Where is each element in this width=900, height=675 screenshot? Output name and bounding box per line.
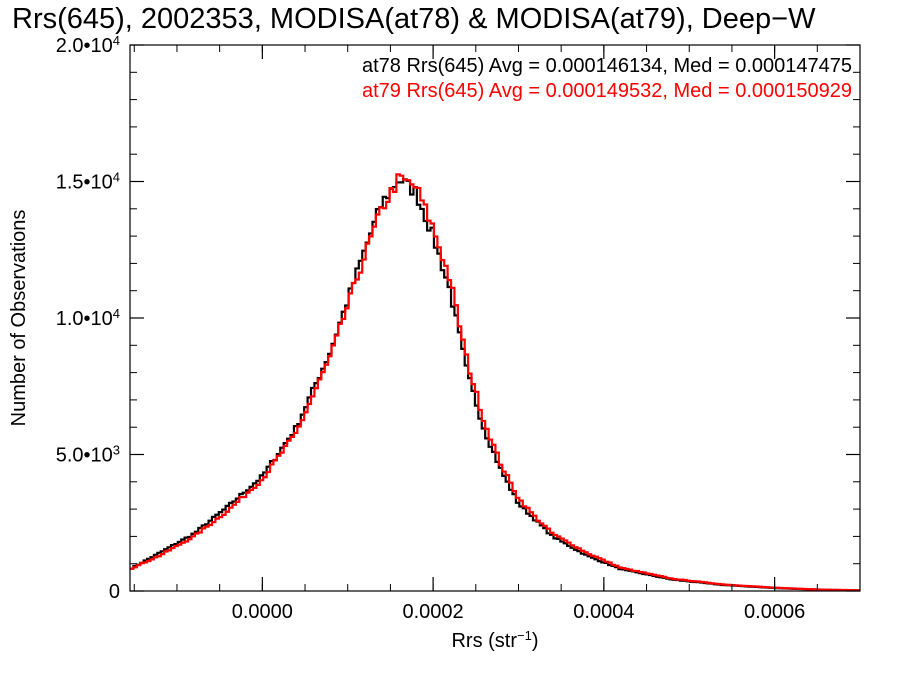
- x-tick-label: 0.0006: [744, 601, 805, 623]
- y-tick-label: 0: [109, 581, 120, 603]
- y-axis-label: Number of Observations: [8, 210, 30, 427]
- x-tick-label: 0.0000: [232, 601, 293, 623]
- plot-frame: [129, 44, 861, 592]
- y-tick-exponent: 4: [113, 306, 120, 321]
- x-tick-label: 0.0002: [403, 601, 464, 623]
- y-tick-mantissa: 1.5•10: [56, 172, 113, 194]
- x-axis-label-tail: ): [532, 630, 539, 652]
- chart-title: Rrs(645), 2002353, MODISA(at78) & MODISA…: [12, 3, 816, 35]
- y-tick-exponent: 4: [113, 169, 120, 184]
- x-axis-ticks: 0.0000 0.0002 0.0004 0.0006: [133, 45, 818, 623]
- y-tick-mantissa: 5.0•10: [56, 445, 113, 467]
- histogram-line-0: [130, 178, 860, 592]
- y-tick-exponent: 3: [113, 442, 120, 457]
- y-tick-exponent: 4: [113, 33, 120, 48]
- x-axis-label-sup: −1: [517, 628, 532, 643]
- histogram-series: [130, 173, 860, 592]
- annotation-at78: at78 Rrs(645) Avg = 0.000146134, Med = 0…: [362, 55, 852, 77]
- y-tick-label: 2.0•104: [56, 33, 120, 58]
- x-axis-label: Rrs (str−1): [451, 628, 538, 653]
- y-tick-label: 1.0•104: [56, 306, 120, 331]
- x-tick-label: 0.0004: [573, 601, 634, 623]
- histogram-line-1: [130, 173, 860, 592]
- y-tick-label: 5.0•103: [56, 442, 120, 467]
- x-axis-label-main: Rrs (str: [451, 630, 517, 652]
- y-tick-mantissa: 0: [109, 581, 120, 603]
- legend-annotations: at78 Rrs(645) Avg = 0.000146134, Med = 0…: [362, 55, 852, 102]
- y-tick-mantissa: 2.0•10: [56, 35, 113, 57]
- y-tick-label: 1.5•104: [56, 169, 120, 194]
- y-tick-mantissa: 1.0•10: [56, 308, 113, 330]
- annotation-at79: at79 Rrs(645) Avg = 0.000149532, Med = 0…: [362, 80, 852, 102]
